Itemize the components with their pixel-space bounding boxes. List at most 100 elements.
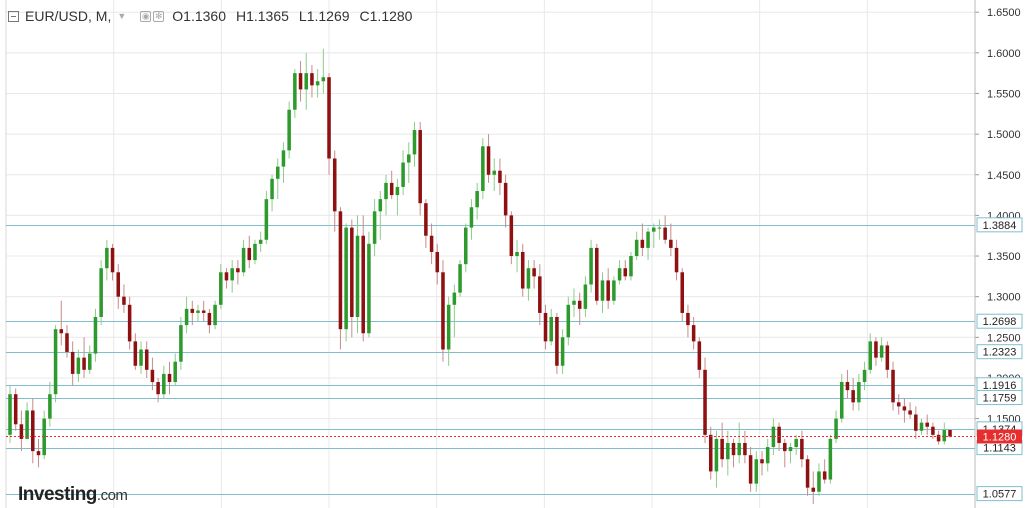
candle-body [509,215,514,257]
candle-body [794,438,798,448]
candle-body [201,310,206,313]
candle-body [469,207,474,228]
candle-body [697,341,702,370]
investing-logo: Investing.com [18,484,128,506]
candle-body [190,308,195,313]
candle-body [475,191,479,208]
candle-body [275,166,280,179]
candle-body [144,349,149,370]
candle-body [8,394,12,435]
candle-body [908,410,912,415]
level-badge-label: 1.2323 [983,347,1017,359]
candle-body [412,130,417,155]
candle-body [76,357,81,374]
eye-icon[interactable]: ◉ [140,10,152,22]
candle-body [595,247,599,301]
candle-body [720,438,724,460]
candle-body [372,211,377,244]
candle-body [680,272,685,313]
candle-body [862,369,867,383]
candle-body [116,272,121,297]
candle-body [874,341,878,358]
candle-body [674,247,679,273]
candle-body [350,227,354,317]
candle-body [651,227,656,232]
y-tick-label: 1.3500 [987,251,1021,263]
candle-body [407,154,411,163]
candle-body [355,235,360,317]
candle-body [179,325,183,362]
candle-body [321,77,326,82]
candle-body [737,442,741,456]
candle-body [270,178,274,200]
chart-header: EUR/USD, M, ▼ ◉ ✻ O1.1360 H1.1365 L1.126… [8,6,422,26]
close-value: C1.1280 [359,8,413,24]
candle-body [754,459,759,484]
candle-body [868,341,873,370]
candle-body [429,235,434,252]
level-badge [976,217,1023,233]
symbol-title: EUR/USD, M, [25,8,112,24]
candle-body [424,203,428,236]
y-tick-label: 1.4500 [987,170,1021,182]
current-price-label: 1.1280 [983,431,1017,443]
candle-body [532,268,536,277]
candle-body [612,280,616,301]
candle-body [395,186,400,196]
open-value: O1.1360 [172,8,226,24]
candle-body [931,426,935,435]
candle-body [281,150,286,167]
candle-body [213,304,217,326]
level-badge-label: 1.1143 [983,443,1016,455]
candle-body [70,351,75,374]
candle-body [691,325,696,342]
candle-body [560,337,565,366]
candle-body [258,239,263,244]
candle-body [418,130,422,204]
candle-body [31,410,35,452]
candle-body [264,199,269,240]
logo-name: Investing [18,484,97,505]
candle-body [805,459,810,488]
candle-body [902,406,907,411]
candle-body [293,73,297,110]
candle-body [891,369,895,403]
candle-body [669,239,673,248]
candle-body [765,447,770,464]
candle-body [572,300,576,305]
candle-body [936,434,941,442]
candle-body [663,227,667,240]
candle-body [526,268,531,289]
collapse-icon[interactable] [8,10,19,22]
candle-body [606,280,610,301]
candle-body [646,231,650,248]
level-badge [976,313,1023,329]
candle-body [783,442,787,452]
candle-body [714,438,719,472]
candle-body [623,268,628,277]
candle-body [777,426,781,443]
candle-body [896,402,901,407]
candle-body [583,284,588,309]
candle-body [481,146,485,192]
candle-body [53,329,58,395]
candle-body [549,316,553,342]
level-badge [976,390,1023,406]
candle-body [543,312,548,342]
candle-body [344,227,348,330]
candle-body [173,361,177,383]
candle-body [110,247,115,273]
candle-body [441,272,445,350]
candle-body [287,109,291,151]
gear-icon[interactable]: ✻ [153,10,165,22]
candle-body [948,429,952,437]
candle-body [520,251,525,289]
candle-body [298,73,303,90]
candle-body [156,382,160,395]
candle-body [498,170,502,183]
y-tick-label: 1.6500 [987,7,1021,19]
chevron-down-icon[interactable]: ▼ [117,11,127,21]
candle-body [748,455,753,484]
candle-body [247,247,252,261]
candle-body [788,447,793,452]
